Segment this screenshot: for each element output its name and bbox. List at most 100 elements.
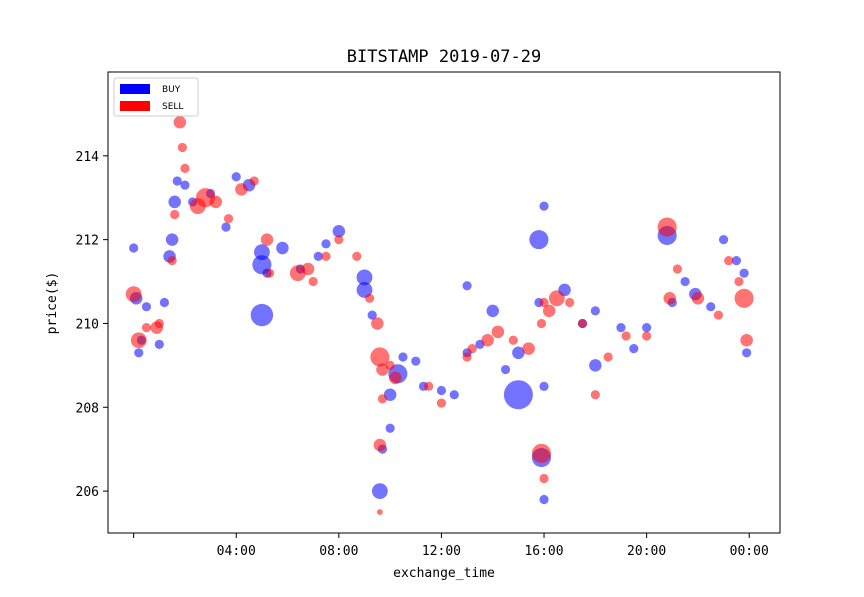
point-sell bbox=[508, 335, 518, 345]
point-sell bbox=[663, 292, 676, 305]
scatter-points bbox=[125, 86, 754, 515]
point-buy bbox=[590, 306, 600, 316]
legend-swatch-buy bbox=[120, 84, 150, 94]
point-sell bbox=[389, 371, 402, 385]
point-buy bbox=[180, 180, 190, 190]
point-sell bbox=[734, 288, 754, 308]
point-buy bbox=[313, 251, 323, 261]
point-sell bbox=[481, 333, 494, 347]
point-sell bbox=[321, 251, 331, 261]
legend-label-sell: SELL bbox=[162, 102, 183, 112]
point-buy bbox=[385, 423, 395, 433]
point-sell bbox=[371, 317, 384, 330]
point-sell bbox=[603, 352, 613, 362]
point-buy bbox=[383, 388, 397, 401]
point-sell bbox=[734, 276, 744, 287]
x-axis: 04:00 08:00 12:00 16:00 20:00 00:00 bbox=[133, 533, 769, 559]
x-tick-label: 12:00 bbox=[422, 544, 461, 559]
point-sell bbox=[536, 318, 547, 329]
point-sell bbox=[548, 290, 565, 307]
point-sell bbox=[370, 347, 390, 367]
point-sell bbox=[352, 251, 362, 261]
point-sell bbox=[264, 268, 275, 278]
point-buy bbox=[503, 380, 533, 410]
point-sell bbox=[642, 331, 652, 341]
point-buy bbox=[172, 176, 182, 186]
x-tick-label: 16:00 bbox=[524, 544, 563, 559]
point-sell bbox=[209, 195, 222, 209]
point-buy bbox=[250, 303, 274, 327]
chart-title: BITSTAMP 2019-07-29 bbox=[347, 47, 541, 67]
point-buy bbox=[231, 172, 241, 182]
point-buy bbox=[436, 385, 447, 396]
point-sell bbox=[377, 394, 388, 404]
legend: BUY SELL bbox=[113, 77, 199, 117]
point-sell bbox=[724, 255, 734, 266]
point-buy bbox=[642, 323, 652, 333]
x-tick-label: 08:00 bbox=[319, 544, 358, 559]
point-buy bbox=[739, 268, 749, 278]
point-sell bbox=[180, 163, 190, 173]
point-sell bbox=[223, 214, 234, 224]
point-sell bbox=[713, 310, 724, 320]
point-buy bbox=[221, 222, 231, 232]
x-tick-label: 20:00 bbox=[627, 544, 666, 559]
x-tick-label: 04:00 bbox=[217, 544, 256, 559]
y-tick-label: 214 bbox=[76, 150, 100, 165]
point-buy bbox=[706, 302, 716, 312]
point-sell bbox=[565, 297, 575, 308]
point-sell bbox=[249, 176, 259, 186]
point-sell bbox=[467, 344, 477, 354]
point-sell bbox=[590, 390, 600, 400]
point-sell bbox=[621, 331, 631, 341]
point-sell bbox=[125, 286, 142, 303]
point-buy bbox=[539, 381, 549, 391]
point-buy bbox=[616, 323, 626, 333]
point-buy bbox=[529, 230, 549, 250]
y-tick-label: 208 bbox=[76, 401, 99, 416]
point-sell bbox=[462, 352, 472, 362]
point-buy bbox=[154, 339, 164, 350]
point-buy bbox=[367, 310, 377, 320]
point-buy bbox=[141, 302, 152, 312]
point-sell bbox=[170, 209, 180, 220]
point-buy bbox=[276, 241, 289, 255]
point-sell bbox=[260, 233, 274, 246]
point-sell bbox=[376, 509, 383, 515]
point-buy bbox=[539, 494, 549, 505]
point-sell bbox=[577, 318, 588, 329]
x-tick-label: 00:00 bbox=[730, 544, 769, 559]
y-tick-label: 212 bbox=[76, 234, 99, 249]
point-sell bbox=[376, 363, 389, 376]
point-sell bbox=[672, 264, 683, 274]
point-buy bbox=[411, 356, 421, 366]
point-sell bbox=[235, 183, 248, 196]
y-axis: 206 208 210 212 214 bbox=[76, 150, 108, 500]
point-sell bbox=[531, 443, 552, 463]
point-sell bbox=[334, 235, 344, 245]
point-sell bbox=[522, 342, 535, 355]
point-sell bbox=[740, 333, 753, 347]
point-buy bbox=[500, 364, 511, 375]
point-buy bbox=[129, 243, 139, 253]
point-buy bbox=[512, 346, 525, 360]
point-buy bbox=[134, 348, 144, 358]
point-buy bbox=[742, 348, 752, 358]
point-sell bbox=[542, 304, 556, 318]
point-buy bbox=[680, 276, 690, 287]
point-buy bbox=[718, 235, 729, 245]
point-sell bbox=[289, 265, 306, 282]
y-tick-label: 206 bbox=[76, 485, 99, 500]
point-sell bbox=[424, 381, 434, 391]
point-buy bbox=[539, 201, 549, 211]
point-sell bbox=[301, 262, 315, 276]
point-buy bbox=[159, 297, 170, 308]
point-sell bbox=[173, 116, 187, 129]
legend-swatch-sell bbox=[120, 101, 150, 111]
point-sell bbox=[177, 142, 187, 153]
point-sell bbox=[308, 276, 318, 287]
point-buy bbox=[398, 352, 408, 362]
point-sell bbox=[539, 297, 549, 308]
point-sell bbox=[130, 332, 147, 349]
